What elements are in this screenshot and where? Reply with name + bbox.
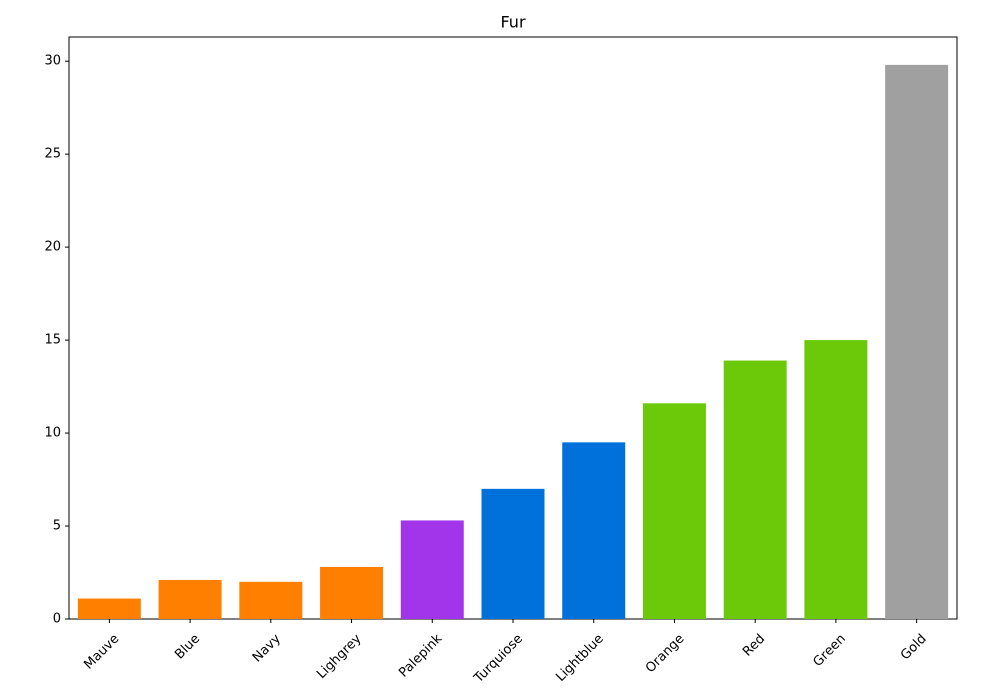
x-tick-label: Gold bbox=[898, 631, 930, 663]
x-tick-label: Navy bbox=[250, 631, 284, 665]
x-tick-label: Lighgrey bbox=[314, 631, 365, 682]
x-tick-label: Blue bbox=[172, 631, 203, 662]
bar bbox=[885, 64, 949, 620]
y-tick-label: 0 bbox=[53, 612, 61, 627]
bar bbox=[481, 488, 545, 619]
bar bbox=[158, 579, 222, 619]
bar bbox=[723, 360, 787, 619]
bar bbox=[239, 581, 303, 619]
bar bbox=[77, 598, 141, 619]
bar bbox=[400, 520, 464, 619]
bar bbox=[320, 566, 384, 619]
x-tick-label: Red bbox=[740, 631, 768, 659]
x-tick-label: Lightblue bbox=[553, 631, 606, 684]
y-tick-label: 5 bbox=[53, 519, 61, 534]
x-tick-label: Turquiose bbox=[471, 631, 526, 686]
x-tick-label: Green bbox=[811, 631, 849, 669]
y-tick-label: 20 bbox=[44, 240, 61, 255]
x-tick-label: Orange bbox=[643, 631, 688, 676]
y-tick-label: 10 bbox=[44, 426, 61, 441]
bar bbox=[642, 403, 706, 619]
chart-title: Fur bbox=[500, 13, 525, 32]
y-tick-label: 15 bbox=[44, 333, 61, 348]
y-tick-label: 25 bbox=[44, 147, 61, 162]
bar bbox=[804, 340, 868, 619]
x-tick-label: Mauve bbox=[81, 631, 122, 672]
y-tick-label: 30 bbox=[44, 54, 61, 69]
bar bbox=[562, 442, 626, 619]
x-tick-label: Palepink bbox=[396, 631, 445, 680]
